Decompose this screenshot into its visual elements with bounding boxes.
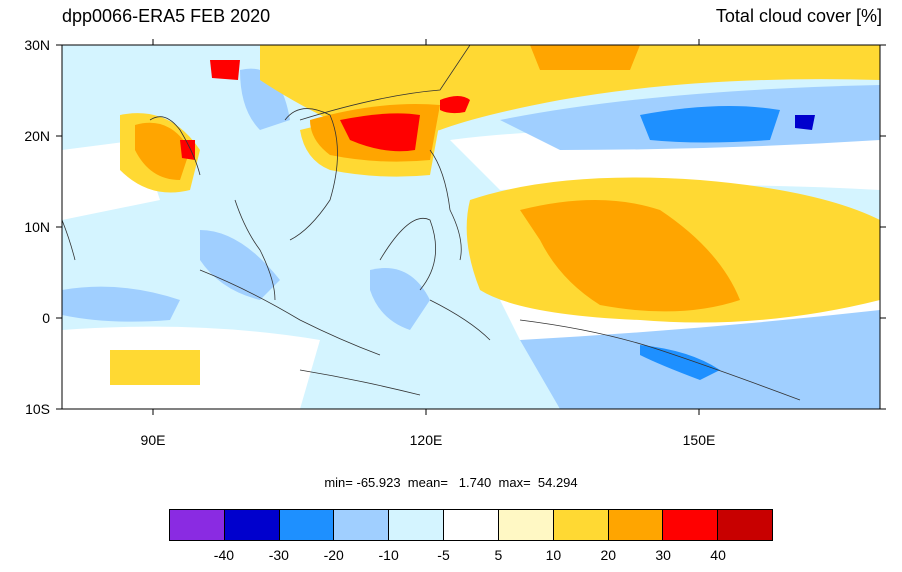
coastlines — [62, 45, 801, 401]
colorbar-box — [718, 510, 772, 540]
orange-field — [520, 200, 740, 312]
axis-ticks — [56, 39, 886, 415]
colorbar-tick-label: 30 — [655, 547, 671, 563]
map-title-right: Total cloud cover [%] — [715, 6, 882, 26]
colorbar-box — [224, 510, 280, 540]
colorbar-tick-label: 5 — [494, 547, 503, 563]
colorbar-box — [498, 510, 554, 540]
blue-patch — [200, 230, 280, 300]
colorbar-tick-label: -40 — [213, 547, 235, 563]
stats-line: min= -65.923 mean= 1.740 max= 54.294 — [324, 475, 578, 490]
blue-patch — [370, 268, 430, 330]
colorbar-box — [279, 510, 335, 540]
deep-blue-patch — [795, 115, 815, 130]
x-axis-label: 120E — [409, 432, 443, 448]
red-field — [180, 140, 195, 160]
colorbar-box — [553, 510, 609, 540]
deep-blue-patch — [640, 106, 780, 143]
colorbar-box — [608, 510, 664, 540]
red-field — [340, 113, 420, 152]
colorbar-tick-label: -5 — [437, 547, 450, 563]
y-axis-label: 0 — [42, 310, 50, 326]
orange-field — [530, 45, 640, 70]
colorbar-tick-label: -10 — [378, 547, 399, 563]
red-field — [210, 60, 240, 80]
yellow-field — [110, 350, 200, 385]
y-axis-label: 30N — [24, 37, 50, 53]
x-axis-label: 90E — [140, 432, 166, 448]
blue-patch — [62, 286, 180, 322]
x-axis-label: 150E — [682, 432, 716, 448]
map-title-left: dpp0066-ERA5 FEB 2020 — [62, 6, 271, 26]
y-axis-label: 10S — [25, 401, 50, 417]
colorbar-box — [334, 510, 390, 540]
colorbar-box — [444, 510, 499, 540]
red-field — [440, 96, 470, 114]
colorbar-tick-label: 40 — [710, 547, 726, 563]
deep-blue-patch — [640, 345, 720, 380]
colorbar-tick-label: 10 — [545, 547, 562, 563]
colorbar-tick-label: 20 — [600, 547, 617, 563]
colorbar-tick-label: -30 — [268, 547, 289, 563]
colorbar-tick-label: -20 — [323, 547, 344, 563]
y-axis-label: 10N — [24, 219, 50, 235]
colorbar — [169, 509, 773, 541]
y-axis-label: 20N — [24, 128, 50, 144]
orange-field — [135, 122, 190, 180]
colorbar-box — [663, 510, 719, 540]
colorbar-box — [170, 510, 225, 540]
colorbar-box — [389, 510, 445, 540]
